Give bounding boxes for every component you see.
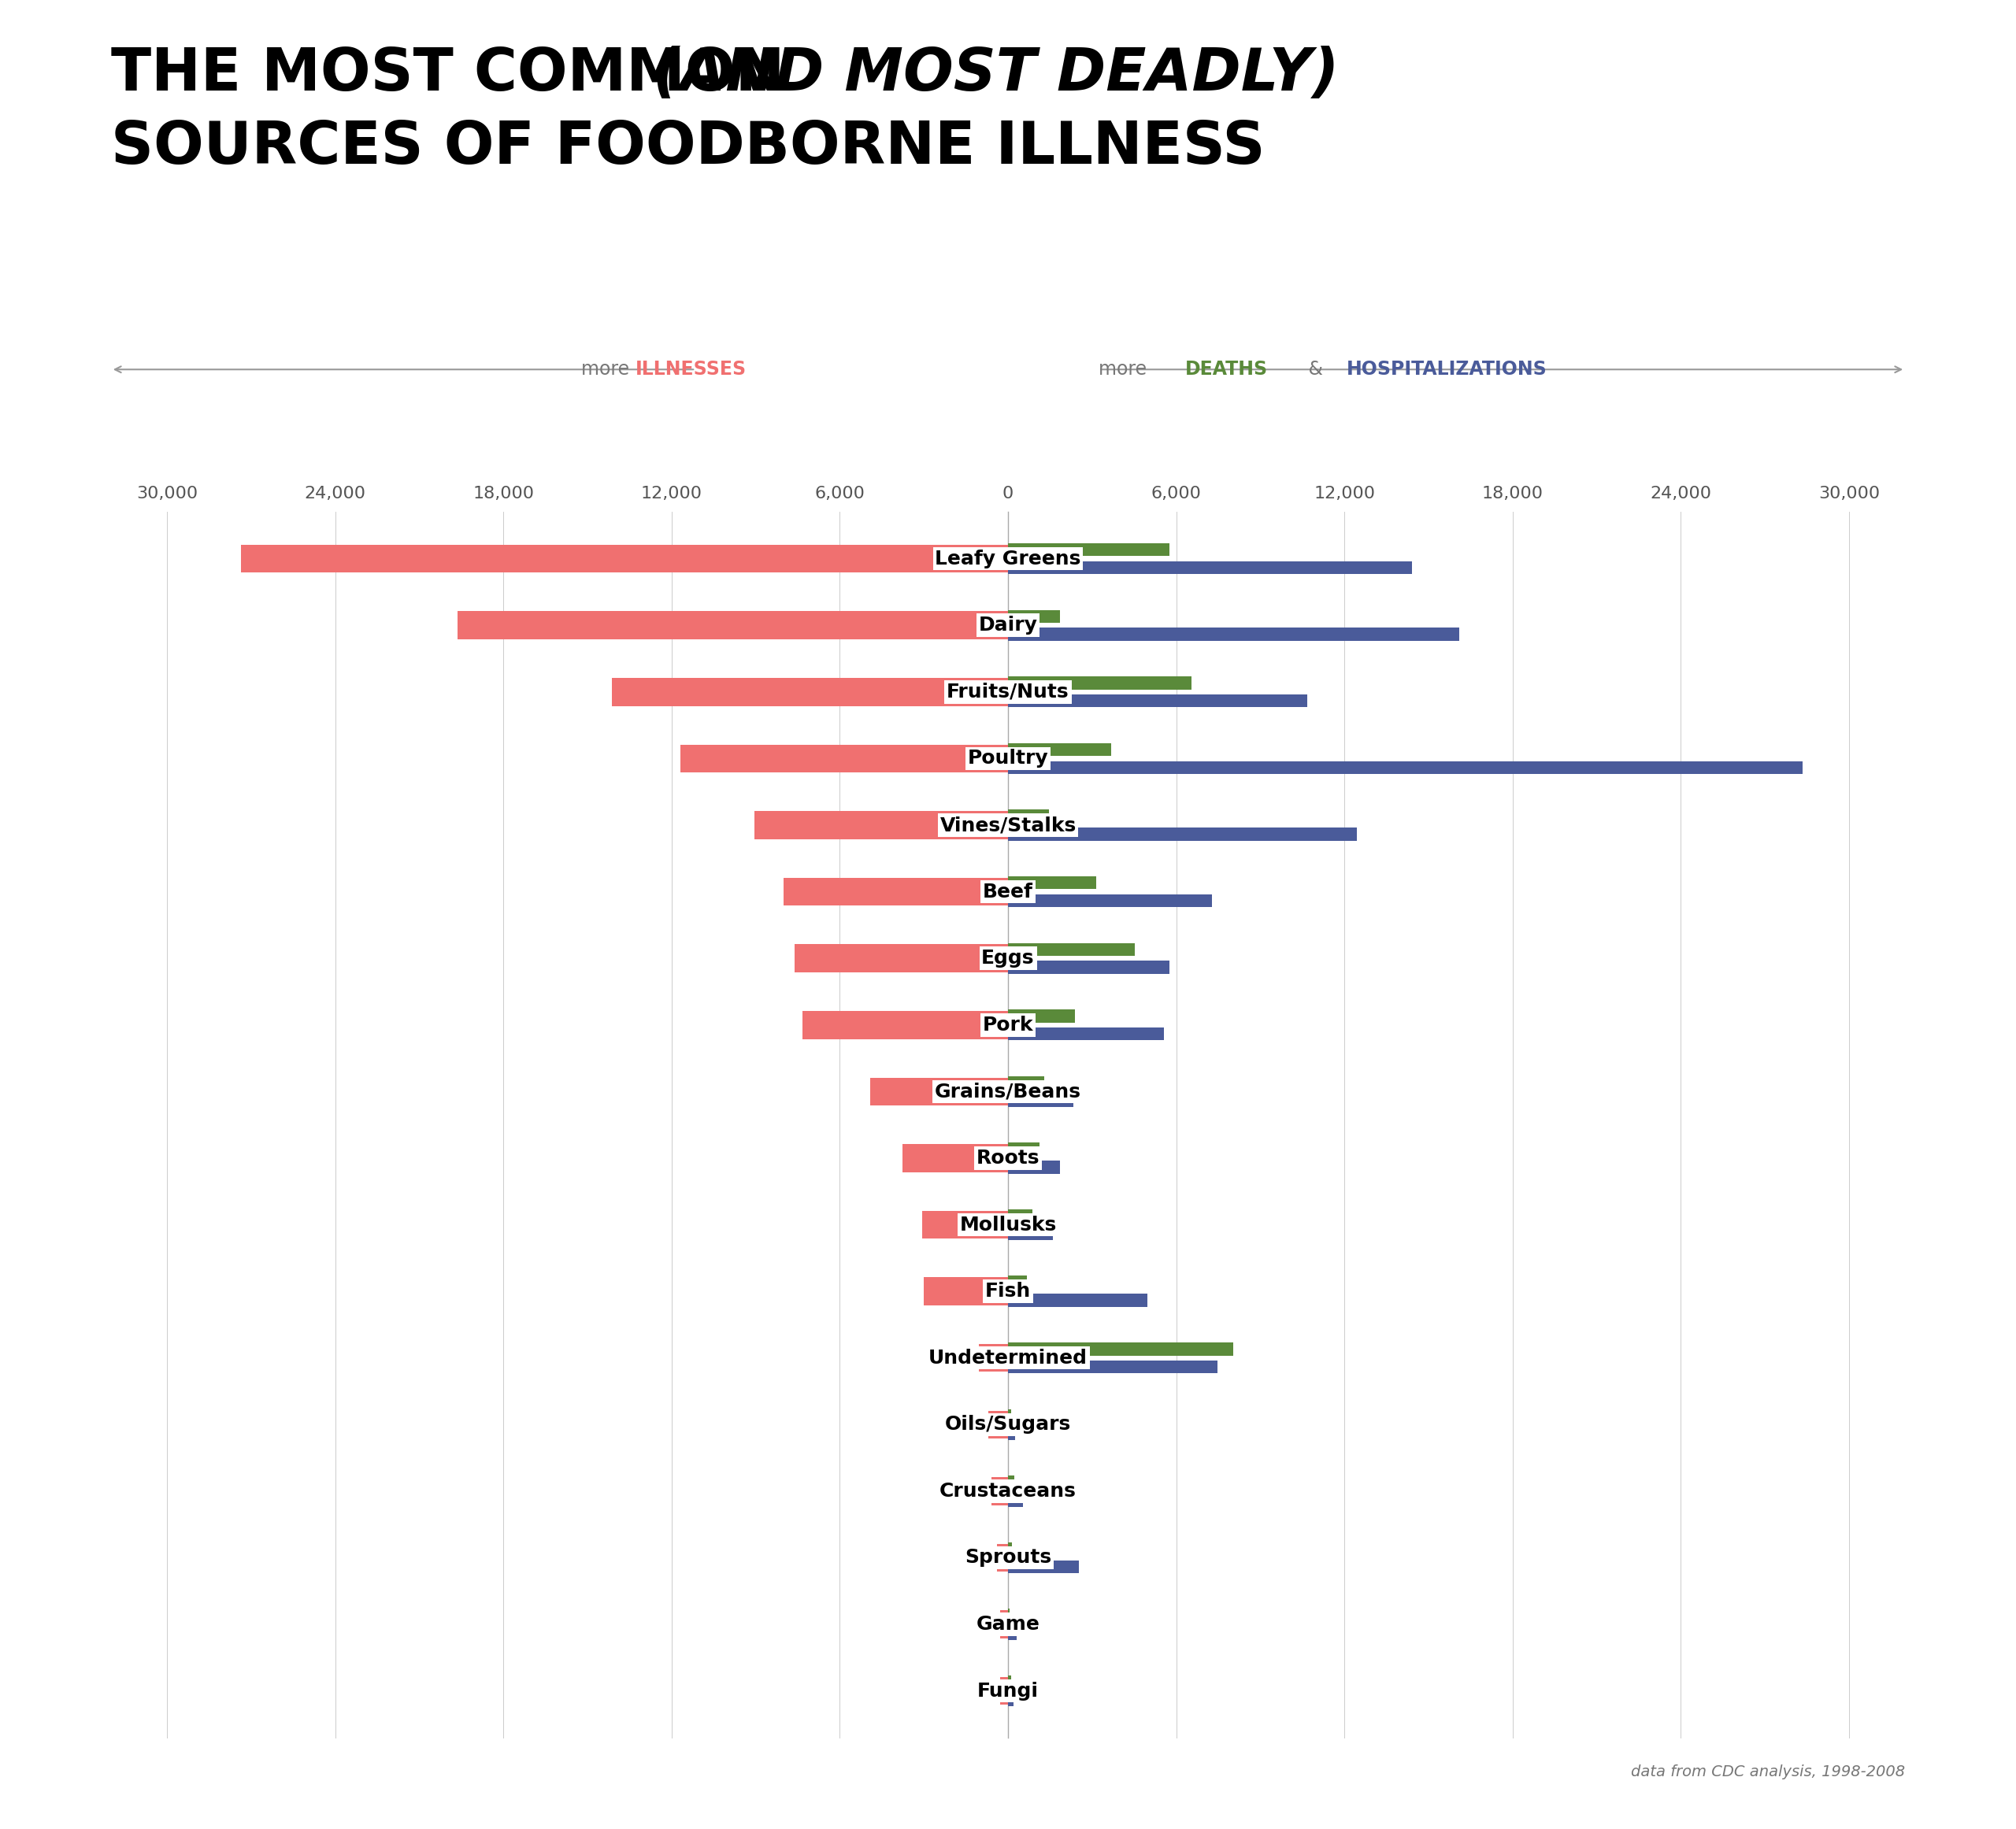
Bar	[1008, 1342, 1234, 1355]
Text: more: more	[1099, 360, 1153, 379]
Text: Fruits/Nuts: Fruits/Nuts	[948, 682, 1068, 701]
Bar	[1008, 894, 1212, 907]
Bar	[1008, 1075, 1044, 1088]
Bar	[921, 1211, 1008, 1238]
Bar	[1008, 1209, 1032, 1222]
Text: ILLNESSES: ILLNESSES	[635, 360, 746, 379]
Text: Eggs: Eggs	[982, 949, 1034, 968]
Bar	[1008, 761, 1802, 774]
Bar	[1008, 1542, 1012, 1555]
Text: data from CDC analysis, 1998-2008: data from CDC analysis, 1998-2008	[1631, 1765, 1905, 1780]
Bar	[1008, 960, 1169, 973]
Bar	[784, 878, 1008, 905]
Text: HOSPITALIZATIONS: HOSPITALIZATIONS	[1347, 360, 1548, 379]
Bar	[1008, 1293, 1147, 1306]
Bar	[998, 1544, 1008, 1571]
Bar	[1000, 1677, 1008, 1705]
Bar	[754, 810, 1008, 840]
Text: Pork: Pork	[982, 1015, 1034, 1035]
Bar	[458, 611, 1008, 640]
Bar	[1008, 1626, 1016, 1641]
Text: THE MOST COMMON: THE MOST COMMON	[111, 46, 804, 102]
Text: Roots: Roots	[976, 1149, 1040, 1167]
Bar	[992, 1478, 1008, 1505]
Bar	[1008, 743, 1111, 755]
Bar	[1008, 1028, 1163, 1041]
Bar	[1008, 695, 1306, 708]
Text: Oils/Sugars: Oils/Sugars	[946, 1416, 1070, 1434]
Bar	[1008, 1277, 1028, 1289]
Text: (AND MOST DEADLY): (AND MOST DEADLY)	[653, 46, 1339, 102]
Bar	[869, 1077, 1008, 1105]
Bar	[1008, 810, 1048, 823]
Bar	[1008, 1675, 1010, 1688]
Text: Fish: Fish	[986, 1282, 1030, 1300]
Text: Grains/Beans: Grains/Beans	[935, 1083, 1081, 1101]
Bar	[903, 1145, 1008, 1172]
Bar	[679, 744, 1008, 772]
Bar	[1008, 1408, 1010, 1421]
Text: Undetermined: Undetermined	[929, 1348, 1087, 1368]
Text: Dairy: Dairy	[978, 616, 1038, 635]
Bar	[1008, 627, 1460, 640]
Bar	[1008, 1143, 1040, 1156]
Text: Leafy Greens: Leafy Greens	[935, 549, 1081, 569]
Text: Crustaceans: Crustaceans	[939, 1481, 1077, 1500]
Bar	[1008, 543, 1169, 556]
Bar	[1008, 1560, 1079, 1573]
Bar	[1008, 1476, 1014, 1489]
Text: Vines/Stalks: Vines/Stalks	[939, 816, 1077, 834]
Bar	[1008, 609, 1060, 624]
Text: Mollusks: Mollusks	[960, 1214, 1056, 1235]
Text: Poultry: Poultry	[968, 750, 1048, 768]
Bar	[1008, 677, 1191, 690]
Text: Fungi: Fungi	[978, 1681, 1038, 1701]
Bar	[1008, 1010, 1075, 1022]
Text: DEATHS: DEATHS	[1185, 360, 1268, 379]
Text: SOURCES OF FOODBORNE ILLNESS: SOURCES OF FOODBORNE ILLNESS	[111, 119, 1264, 176]
Bar	[1008, 1494, 1024, 1507]
Bar	[923, 1277, 1008, 1306]
Bar	[802, 1011, 1008, 1039]
Text: Sprouts: Sprouts	[964, 1549, 1052, 1567]
Text: more: more	[581, 360, 635, 379]
Bar	[1008, 876, 1097, 889]
Bar	[1008, 1427, 1016, 1439]
Bar	[1008, 1694, 1014, 1706]
Bar	[988, 1410, 1008, 1439]
Bar	[611, 679, 1008, 706]
Bar	[1008, 1227, 1052, 1240]
Bar	[242, 545, 1008, 572]
Bar	[1008, 1161, 1060, 1174]
Text: Beef: Beef	[984, 882, 1032, 902]
Bar	[1008, 829, 1357, 841]
Bar	[794, 944, 1008, 973]
Bar	[1008, 1094, 1075, 1107]
Text: &: &	[1302, 360, 1329, 379]
Bar	[1000, 1610, 1008, 1639]
Bar	[1008, 1361, 1218, 1374]
Text: Game: Game	[976, 1615, 1040, 1633]
Bar	[1008, 562, 1411, 574]
Bar	[980, 1344, 1008, 1372]
Bar	[1008, 944, 1135, 957]
